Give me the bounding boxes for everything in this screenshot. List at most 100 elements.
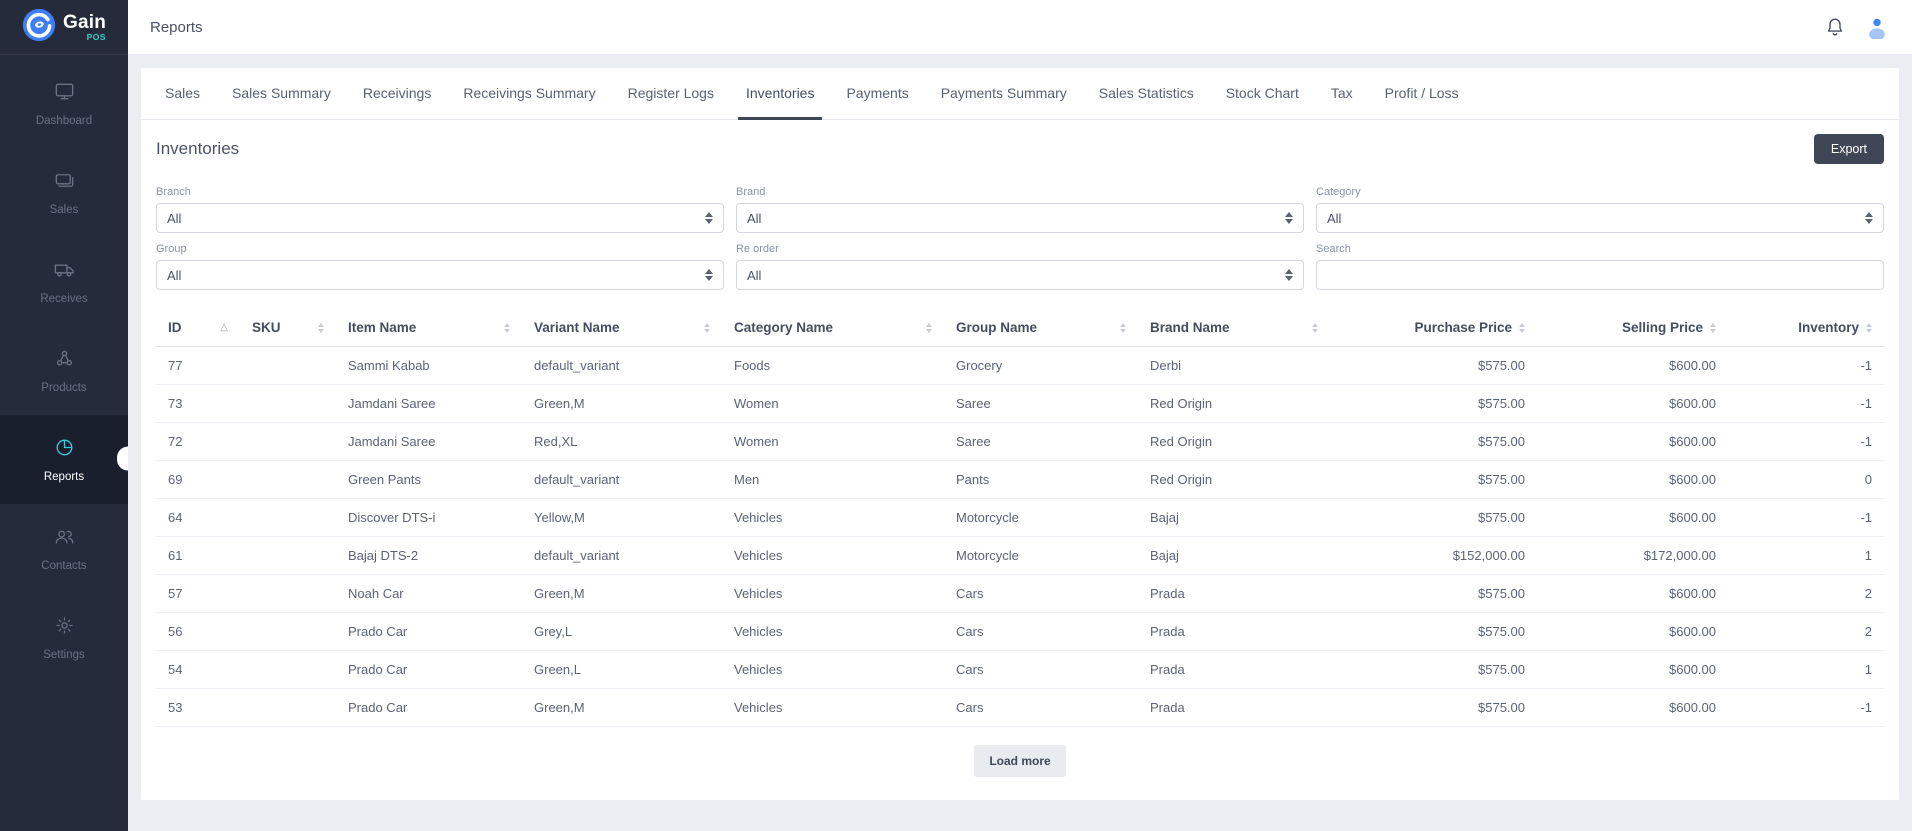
sidebar-item-dashboard[interactable]: Dashboard bbox=[0, 59, 128, 148]
col-header-sku[interactable]: SKU bbox=[240, 310, 336, 347]
branch-select[interactable]: All bbox=[156, 203, 724, 233]
sidebar-item-reports[interactable]: Reports bbox=[0, 415, 128, 504]
col-header-purchase_price[interactable]: Purchase Price bbox=[1330, 310, 1537, 347]
col-header-selling_price[interactable]: Selling Price bbox=[1537, 310, 1728, 347]
tab-inventories[interactable]: Inventories bbox=[737, 68, 823, 120]
dashboard-icon bbox=[53, 80, 76, 108]
tab-tax[interactable]: Tax bbox=[1330, 84, 1353, 101]
cell-variant_name: default_variant bbox=[522, 346, 722, 385]
col-header-brand_name[interactable]: Brand Name bbox=[1138, 310, 1330, 347]
col-header-inventory[interactable]: Inventory bbox=[1728, 310, 1884, 347]
cell-inventory: 1 bbox=[1728, 536, 1884, 575]
cell-selling_price: $600.00 bbox=[1537, 688, 1728, 727]
table-row: 77 Sammi Kabab default_variant Foods Grocery… bbox=[156, 346, 1884, 385]
sidebar-item-label: Sales bbox=[49, 204, 79, 216]
filter-re-order: Re order All bbox=[736, 243, 1304, 290]
sidebar-item-products[interactable]: Products bbox=[0, 326, 128, 415]
cell-purchase_price: $575.00 bbox=[1330, 574, 1537, 613]
cell-variant_name: Green,L bbox=[522, 650, 722, 689]
topbar-actions bbox=[1822, 14, 1890, 40]
search-input[interactable] bbox=[1316, 260, 1884, 290]
cell-sku bbox=[240, 384, 336, 423]
cell-inventory: -1 bbox=[1728, 498, 1884, 537]
sort-icon bbox=[504, 322, 510, 333]
cell-category_name: Men bbox=[722, 460, 944, 499]
col-header-category_name[interactable]: Category Name bbox=[722, 310, 944, 347]
brand-sub: POS bbox=[86, 31, 107, 42]
tab-register-logs[interactable]: Register Logs bbox=[627, 84, 714, 101]
filter-label-re-order: Re order bbox=[736, 243, 779, 255]
sidebar-nav: Dashboard Sales Receives Products Reports Con… bbox=[0, 55, 128, 682]
filter-label-search: Search bbox=[1316, 243, 1351, 255]
filter-label-category: Category bbox=[1316, 186, 1361, 198]
tab-payments[interactable]: Payments bbox=[846, 84, 909, 101]
table-row: 73 Jamdani Saree Green,M Women Saree Red Orig… bbox=[156, 384, 1884, 423]
cell-id: 69 bbox=[156, 460, 240, 499]
table-row: 72 Jamdani Saree Red,XL Women Saree Red Origi… bbox=[156, 422, 1884, 461]
cell-purchase_price: $575.00 bbox=[1330, 422, 1537, 461]
sidebar-item-sales[interactable]: Sales bbox=[0, 148, 128, 237]
inventory-table: ID △ SKU Item Name Variant Name Category Name… bbox=[156, 310, 1884, 727]
cell-sku bbox=[240, 346, 336, 385]
user-avatar-icon[interactable] bbox=[1864, 14, 1890, 40]
cell-variant_name: Green,M bbox=[522, 384, 722, 423]
cell-brand_name: Prada bbox=[1138, 688, 1330, 727]
tab-stock-chart[interactable]: Stock Chart bbox=[1225, 84, 1299, 101]
selected-value: All bbox=[167, 267, 182, 283]
bell-icon[interactable] bbox=[1822, 14, 1848, 40]
tab-receivings-summary[interactable]: Receivings Summary bbox=[463, 84, 596, 101]
cell-group_name: Pants bbox=[944, 460, 1138, 499]
group-select[interactable]: All bbox=[156, 260, 724, 290]
cell-variant_name: Yellow,M bbox=[522, 498, 722, 537]
sidebar-item-receives[interactable]: Receives bbox=[0, 237, 128, 326]
col-label: Selling Price bbox=[1621, 320, 1703, 336]
tab-payments-summary[interactable]: Payments Summary bbox=[940, 84, 1067, 101]
cell-purchase_price: $575.00 bbox=[1330, 650, 1537, 689]
brand-select[interactable]: All bbox=[736, 203, 1304, 233]
tab-sales[interactable]: Sales bbox=[165, 84, 201, 101]
select-arrows-icon bbox=[1865, 212, 1873, 224]
table-row: 69 Green Pants default_variant Men Pants Red … bbox=[156, 460, 1884, 499]
sort-icon bbox=[926, 322, 932, 333]
cell-group_name: Grocery bbox=[944, 346, 1138, 385]
re-order-select[interactable]: All bbox=[736, 260, 1304, 290]
sidebar-item-label: Receives bbox=[40, 293, 88, 305]
cell-selling_price: $600.00 bbox=[1537, 460, 1728, 499]
cell-group_name: Cars bbox=[944, 650, 1138, 689]
page-header-title: Reports bbox=[150, 18, 203, 36]
sidebar-item-settings[interactable]: Settings bbox=[0, 593, 128, 682]
cell-item_name: Prado Car bbox=[336, 688, 522, 727]
tab-sales-statistics[interactable]: Sales Statistics bbox=[1098, 84, 1194, 101]
col-label: Inventory bbox=[1798, 320, 1859, 336]
table-row: 56 Prado Car Grey,L Vehicles Cars Prada $575.0… bbox=[156, 612, 1884, 651]
topbar: Reports bbox=[128, 0, 1912, 55]
col-header-variant_name[interactable]: Variant Name bbox=[522, 310, 722, 347]
col-header-item_name[interactable]: Item Name bbox=[336, 310, 522, 347]
cell-group_name: Cars bbox=[944, 574, 1138, 613]
cell-category_name: Vehicles bbox=[722, 688, 944, 727]
reports-card: Sales Sales Summary Receivings Receivings S… bbox=[141, 68, 1899, 800]
cell-selling_price: $600.00 bbox=[1537, 612, 1728, 651]
table-row: 61 Bajaj DTS-2 default_variant Vehicles Moto… bbox=[156, 536, 1884, 575]
cell-brand_name: Bajaj bbox=[1138, 536, 1330, 575]
col-label: SKU bbox=[252, 320, 281, 336]
col-header-id[interactable]: ID △ bbox=[156, 310, 240, 347]
col-header-group_name[interactable]: Group Name bbox=[944, 310, 1138, 347]
load-more-button[interactable]: Load more bbox=[974, 744, 1066, 777]
select-arrows-icon bbox=[1285, 269, 1293, 281]
sidebar-item-contacts[interactable]: Contacts bbox=[0, 504, 128, 593]
cell-id: 53 bbox=[156, 688, 240, 727]
gear-icon bbox=[53, 614, 76, 642]
brand-logo[interactable]: Gain POS bbox=[0, 0, 128, 55]
tab-receivings[interactable]: Receivings bbox=[362, 84, 432, 101]
export-button[interactable]: Export bbox=[1813, 134, 1884, 164]
tab-sales-summary[interactable]: Sales Summary bbox=[232, 84, 331, 101]
filters: Branch All Brand All Category All Group All Re o… bbox=[141, 174, 1899, 290]
gainpos-logo-icon bbox=[22, 8, 56, 47]
cell-purchase_price: $575.00 bbox=[1330, 612, 1537, 651]
cell-selling_price: $600.00 bbox=[1537, 346, 1728, 385]
select-arrows-icon bbox=[1285, 212, 1293, 224]
cell-inventory: 1 bbox=[1728, 650, 1884, 689]
category-select[interactable]: All bbox=[1316, 203, 1884, 233]
tab-profit-loss[interactable]: Profit / Loss bbox=[1384, 84, 1459, 101]
